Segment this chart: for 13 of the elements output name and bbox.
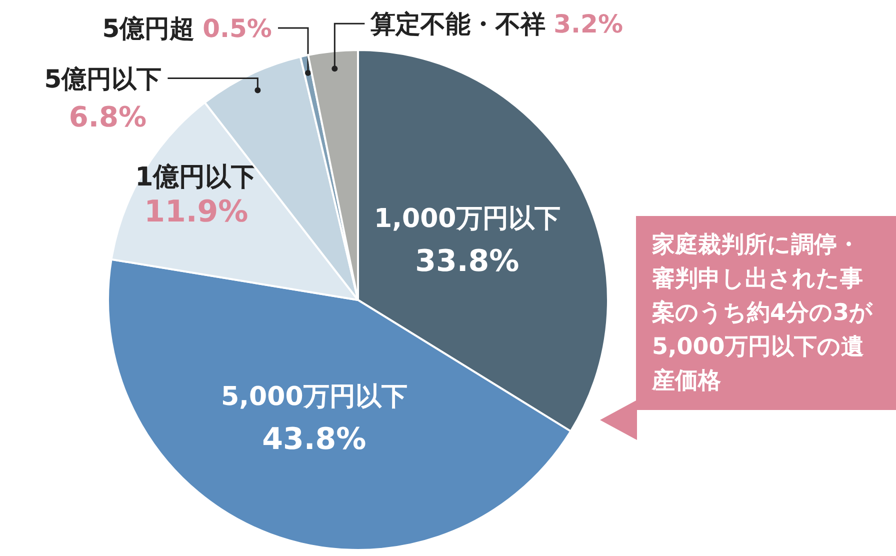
data-label: 6.8% <box>68 100 147 134</box>
slice-label: 5億円超 <box>102 14 195 43</box>
data-label: 3.2% <box>554 10 624 39</box>
slice-label: 5,000万円以下 <box>221 382 408 412</box>
slice-label: 1億円以下 <box>135 162 258 193</box>
data-label: 11.9% <box>144 194 248 230</box>
slice-label: 算定不能・不祥 <box>370 10 546 39</box>
slice-label: 1,000万円以下 <box>374 204 560 234</box>
data-label: 0.5% <box>202 14 272 43</box>
data-label: 43.8% <box>262 422 366 458</box>
data-label: 33.8% <box>415 244 520 280</box>
slice-label: 5億円以下 <box>44 64 162 94</box>
text: 家庭裁判所に調停・審判申し出された事案のうち約4分の3が5,000万円以下の遺産価格 <box>636 216 896 410</box>
